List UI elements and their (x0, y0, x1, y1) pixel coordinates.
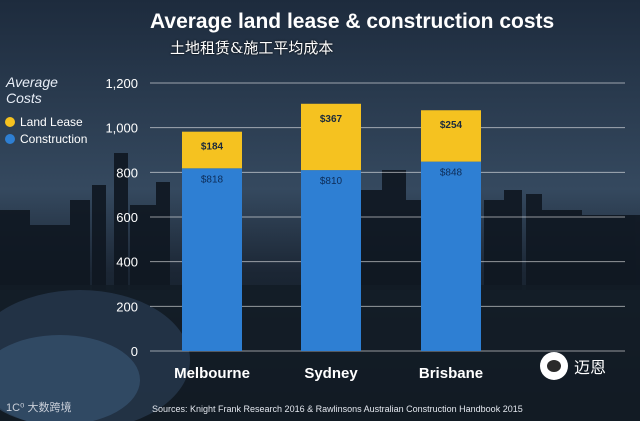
x-tick-label: Melbourne (174, 365, 250, 382)
chart-title: Average land lease & construction costs (150, 10, 555, 33)
legend-item-land-lease: Land Lease (5, 113, 145, 130)
x-tick-label: Brisbane (419, 365, 483, 382)
bar-land-lease (182, 131, 242, 169)
source-note: Sources: Knight Frank Research 2016 & Ra… (152, 404, 523, 414)
y-tick-label: 0 (131, 344, 138, 359)
data-label-land-lease: $367 (320, 114, 343, 125)
legend-swatch-construction (5, 133, 15, 144)
legend: Land Lease Construction (5, 113, 145, 147)
data-label-land-lease: $254 (440, 120, 463, 131)
wechat-logo-icon (540, 352, 568, 380)
y-tick-label: 1,200 (105, 76, 138, 91)
y-tick-label: 400 (116, 255, 138, 270)
y-axis-title: Average Costs (6, 74, 58, 106)
x-tick-label: Sydney (304, 365, 358, 382)
data-label-land-lease: $184 (201, 142, 224, 153)
watermark-right-text: 迈恩 (574, 358, 607, 377)
bar-construction (301, 170, 361, 351)
bar-land-lease (301, 103, 361, 171)
bar-land-lease (421, 110, 481, 162)
y-tick-label: 600 (116, 210, 138, 225)
data-label-construction: $810 (320, 176, 343, 187)
legend-swatch-land-lease (5, 116, 15, 127)
watermark-right: 迈恩 (540, 352, 606, 380)
watermark-left: 1C⁰ 大数跨境 (6, 402, 72, 414)
y-tick-label: 200 (116, 299, 138, 314)
y-tick-label: 1,000 (105, 121, 138, 136)
legend-label-construction: Construction (20, 131, 88, 146)
data-label-construction: $848 (440, 168, 463, 179)
y-tick-label: 800 (116, 165, 138, 180)
bar-construction (182, 168, 242, 351)
bar-construction (421, 161, 481, 351)
data-label-construction: $818 (201, 174, 224, 185)
legend-label-land-lease: Land Lease (20, 114, 83, 129)
chart-subtitle: 土地租赁&施工平均成本 (170, 39, 334, 57)
legend-item-construction: Construction (5, 130, 145, 147)
